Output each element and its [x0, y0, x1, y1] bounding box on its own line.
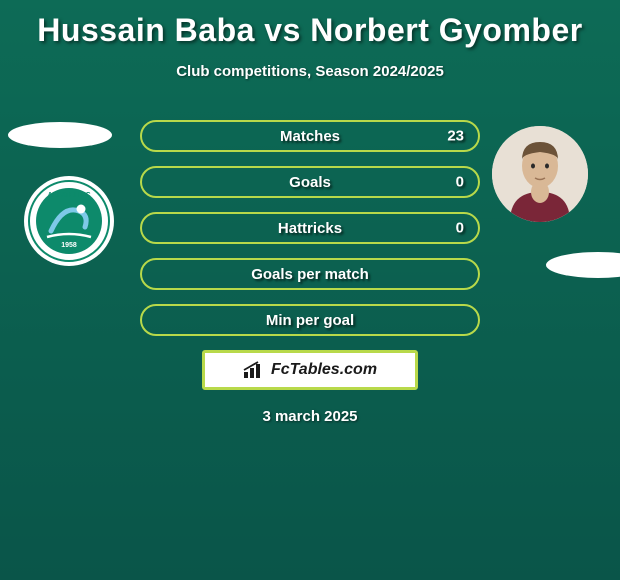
stat-row-gpm: Goals per match	[140, 258, 480, 290]
stats-block: Matches 23 Goals 0 Hattricks 0 Goals per…	[0, 120, 620, 425]
stat-label: Matches	[280, 128, 340, 145]
stat-row-hattricks: Hattricks 0	[140, 212, 480, 244]
stat-label: Goals	[289, 174, 331, 191]
stat-row-mpg: Min per goal	[140, 304, 480, 336]
stat-row-goals: Goals 0	[140, 166, 480, 198]
bar-chart-icon	[243, 361, 265, 379]
stat-value-right: 0	[456, 174, 464, 191]
brand-box[interactable]: FcTables.com	[202, 350, 418, 390]
page-title: Hussain Baba vs Norbert Gyomber	[0, 0, 620, 49]
stat-label: Min per goal	[266, 312, 354, 329]
page-subtitle: Club competitions, Season 2024/2025	[0, 63, 620, 80]
stat-label: Goals per match	[251, 266, 369, 283]
stat-value-right: 0	[456, 220, 464, 237]
stat-value-right: 23	[447, 128, 464, 145]
stat-row-matches: Matches 23	[140, 120, 480, 152]
brand-text: FcTables.com	[271, 361, 377, 379]
stat-label: Hattricks	[278, 220, 342, 237]
date-line: 3 march 2025	[0, 408, 620, 425]
